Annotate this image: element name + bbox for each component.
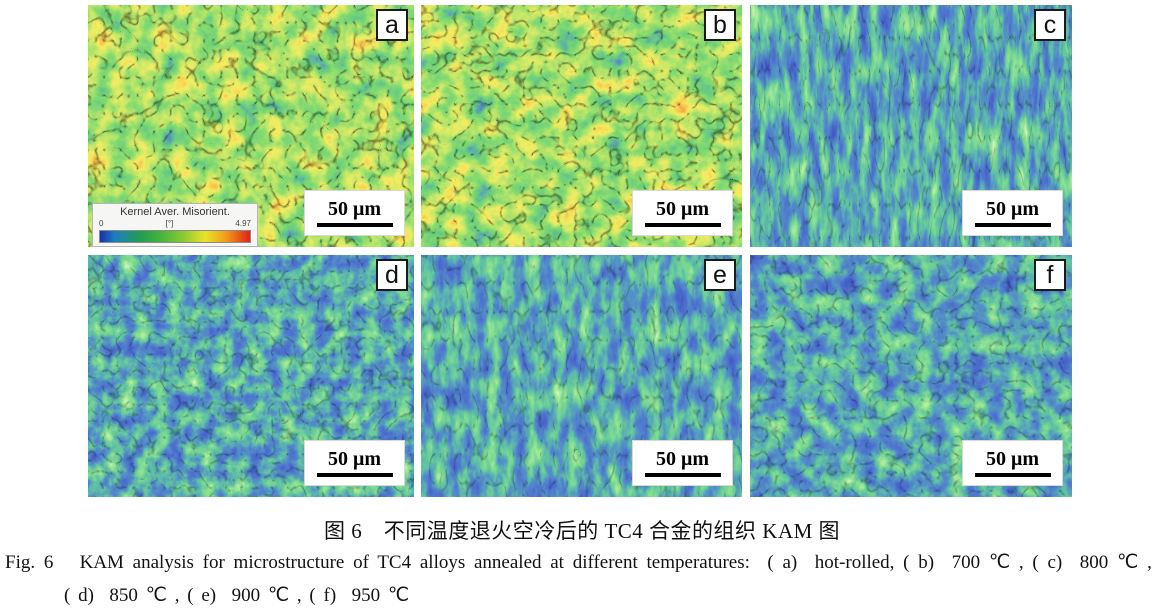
figure-caption-english-line2: ( d) 850 ℃ , ( e) 900 ℃ , ( f) 950 ℃ <box>64 585 410 606</box>
scale-bar-line <box>316 223 393 227</box>
micrograph-panel-c: 50 μm c <box>750 5 1072 247</box>
scale-bar-label: 50 μm <box>986 198 1039 220</box>
scale-bar-line <box>974 223 1051 227</box>
figure-caption-chinese: 图 6 不同温度退火空冷后的 TC4 合金的组织 KAM 图 <box>323 519 841 543</box>
legend-max: 4.97 <box>235 219 251 229</box>
panel-label-f: f <box>1034 259 1066 291</box>
scale-bar-line <box>644 473 721 477</box>
panel-label-e: e <box>704 259 736 291</box>
scale-bar-a: 50 μm <box>304 190 405 236</box>
legend-scale-row: 0 [°] 4.97 <box>99 220 251 228</box>
scale-bar-label: 50 μm <box>328 448 381 470</box>
micrograph-panel-b: 50 μm b <box>421 5 742 247</box>
figure-caption-english-line1: Fig. 6 KAM analysis for microstructure o… <box>5 552 1152 573</box>
panel-label-b: b <box>704 9 736 41</box>
kam-color-legend: Kernel Aver. Misorient. 0 [°] 4.97 <box>92 203 258 247</box>
scale-bar-d: 50 μm <box>304 440 405 486</box>
scale-bar-label: 50 μm <box>656 198 709 220</box>
micrograph-panel-f: 50 μm f <box>750 255 1072 497</box>
legend-unit: [°] <box>165 219 174 229</box>
panel-label-d: d <box>376 259 408 291</box>
scale-bar-label: 50 μm <box>328 198 381 220</box>
scale-bar-b: 50 μm <box>632 190 733 236</box>
scale-bar-c: 50 μm <box>962 190 1063 236</box>
scale-bar-line <box>316 473 393 477</box>
panel-label-c: c <box>1034 9 1066 41</box>
scale-bar-line <box>974 473 1051 477</box>
micrograph-panel-a: Kernel Aver. Misorient. 0 [°] 4.97 50 μm… <box>88 5 414 247</box>
legend-min: 0 <box>99 219 104 229</box>
scale-bar-line <box>644 223 721 227</box>
micrograph-panel-d: 50 μm d <box>88 255 414 497</box>
scale-bar-f: 50 μm <box>962 440 1063 486</box>
micrograph-panel-e: 50 μm e <box>421 255 742 497</box>
scale-bar-label: 50 μm <box>986 448 1039 470</box>
scale-bar-e: 50 μm <box>632 440 733 486</box>
panel-label-a: a <box>376 9 408 41</box>
legend-title: Kernel Aver. Misorient. <box>120 206 230 218</box>
scale-bar-label: 50 μm <box>656 448 709 470</box>
legend-colorbar <box>99 230 251 243</box>
